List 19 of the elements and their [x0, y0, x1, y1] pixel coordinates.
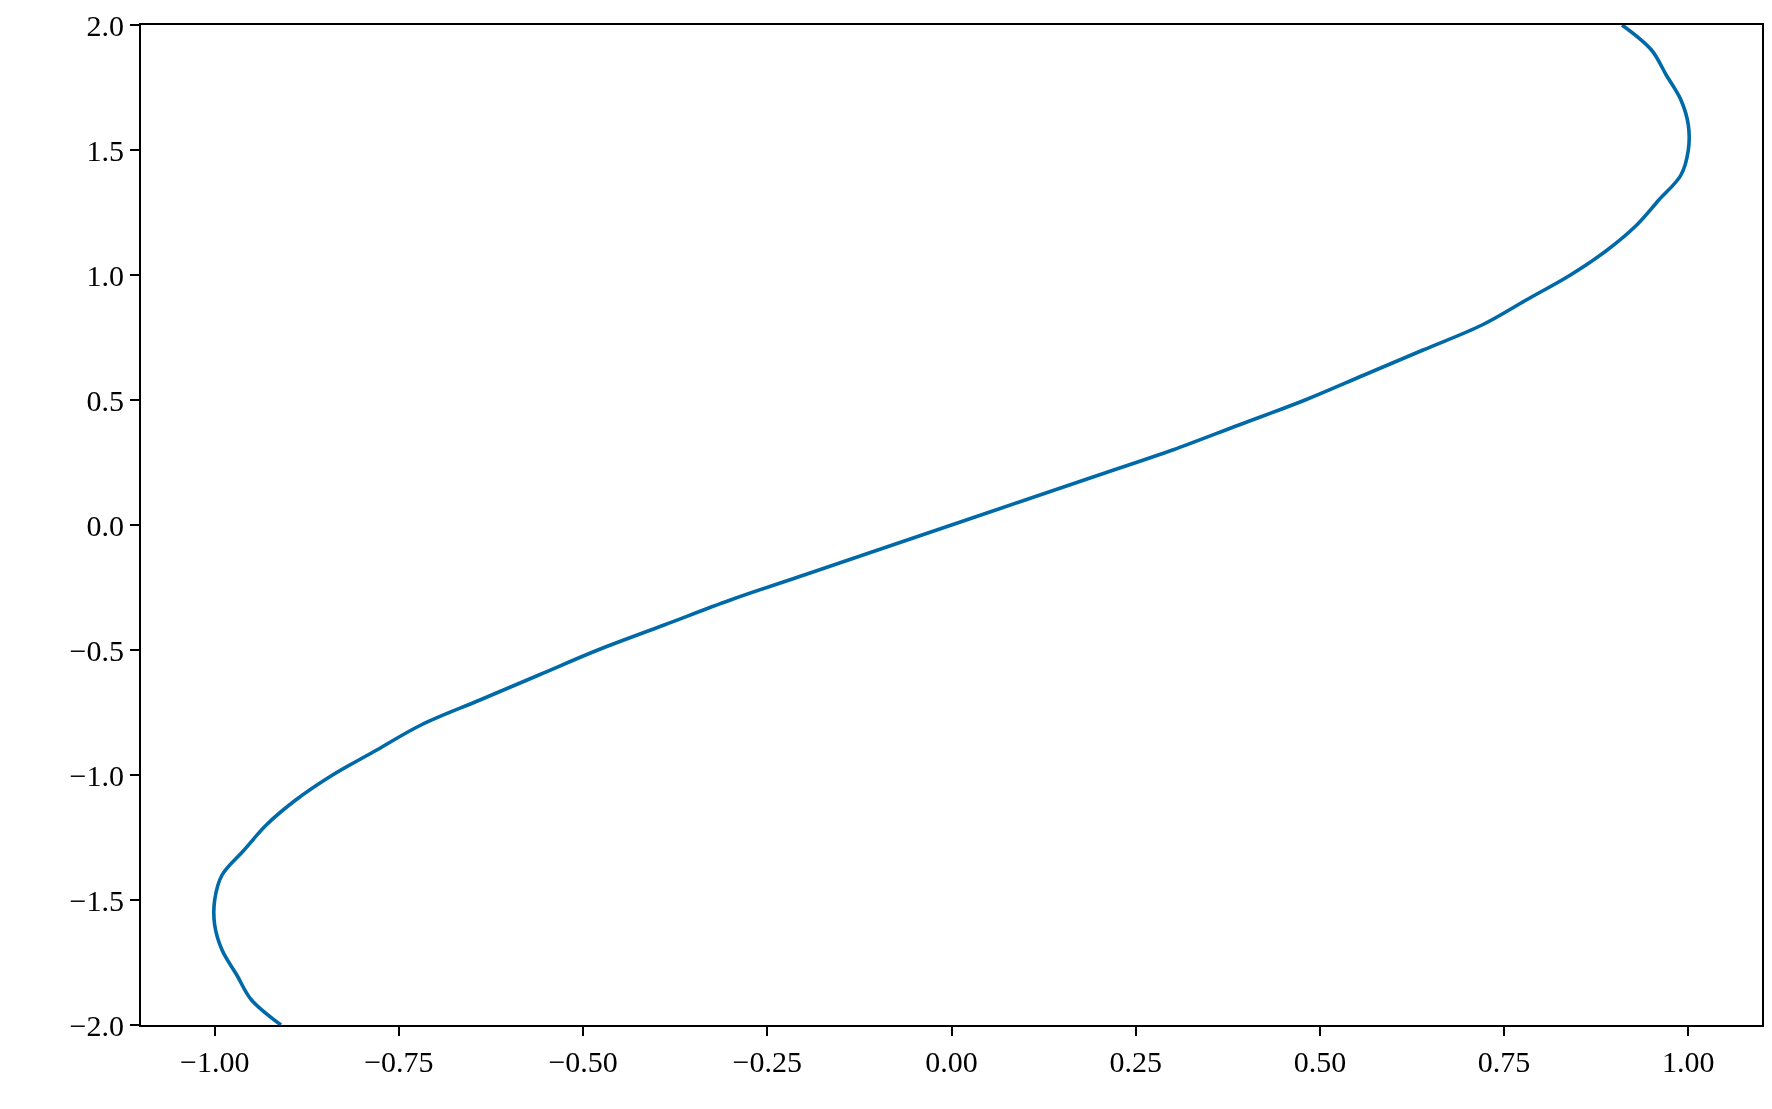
- y-tick-label: 0.5: [86, 383, 124, 417]
- x-tick-label: 0.25: [1109, 1045, 1162, 1078]
- y-tick-label: 1.0: [86, 258, 124, 292]
- y-tick-label: −1.5: [69, 883, 124, 917]
- y-tick-label: 1.5: [86, 133, 124, 167]
- x-tick-label: 1.00: [1662, 1045, 1715, 1078]
- x-tick-label: −0.75: [364, 1045, 434, 1078]
- x-tick-label: 0.00: [925, 1045, 978, 1078]
- y-tick-label: −1.0: [69, 758, 124, 792]
- x-tick-label: 0.75: [1477, 1045, 1531, 1078]
- x-tick-label: −0.50: [548, 1045, 618, 1078]
- line-series: [212, 25, 1691, 1025]
- x-tick-label: −1.00: [179, 1045, 250, 1078]
- y-tick-label: 2.0: [86, 8, 124, 42]
- x-tick-label: −0.25: [732, 1045, 803, 1078]
- y-tick-label: −2.0: [69, 1008, 124, 1042]
- y-tick-label: −0.5: [69, 633, 124, 667]
- y-tick-label: 0.0: [86, 508, 124, 542]
- x-tick-label: 0.50: [1293, 1045, 1347, 1078]
